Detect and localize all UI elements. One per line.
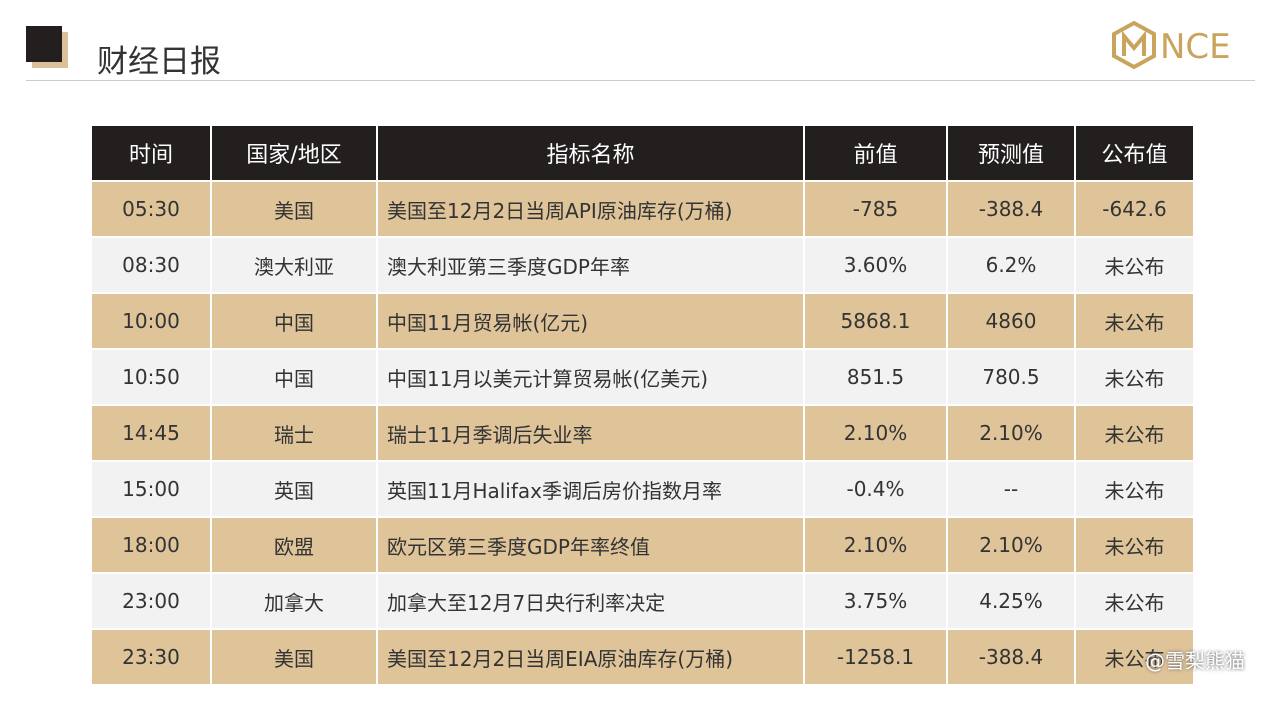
table-row: 10:00 中国 中国11月贸易帐(亿元) 5868.1 4860 未公布: [90, 292, 1195, 350]
column-header: 前值: [803, 124, 948, 182]
column-header: 公布值: [1074, 124, 1195, 182]
table-cell: 08:30: [90, 236, 212, 294]
table-cell: 2.10%: [803, 516, 948, 574]
table-cell: 23:30: [90, 628, 212, 686]
title-decor: [26, 26, 62, 62]
table-cell: 4860: [946, 292, 1076, 350]
table-cell: 14:45: [90, 404, 212, 462]
table-cell: 美国至12月2日当周EIA原油库存(万桶): [376, 628, 805, 686]
table-cell: 瑞士: [210, 404, 378, 462]
table-cell: 加拿大至12月7日央行利率决定: [376, 572, 805, 630]
table-cell: 3.60%: [803, 236, 948, 294]
table-cell: 3.75%: [803, 572, 948, 630]
table-cell: 05:30: [90, 180, 212, 238]
table-cell: 澳大利亚第三季度GDP年率: [376, 236, 805, 294]
table-cell: 18:00: [90, 516, 212, 574]
table-cell: 4.25%: [946, 572, 1076, 630]
table-cell: 未公布: [1074, 460, 1195, 518]
table-cell: 瑞士11月季调后失业率: [376, 404, 805, 462]
column-header: 国家/地区: [210, 124, 378, 182]
table-row: 05:30 美国 美国至12月2日当周API原油库存(万桶) -785 -388.4 -6…: [90, 180, 1195, 238]
table-row: 08:30 澳大利亚 澳大利亚第三季度GDP年率 3.60% 6.2% 未公布: [90, 236, 1195, 294]
table-cell: 中国: [210, 292, 378, 350]
logo: NCE: [1112, 20, 1231, 70]
page-title: 财经日报: [97, 44, 221, 80]
table-cell: 780.5: [946, 348, 1076, 406]
table-cell: 美国: [210, 628, 378, 686]
table-cell: 中国: [210, 348, 378, 406]
table-cell: 加拿大: [210, 572, 378, 630]
table-cell: 5868.1: [803, 292, 948, 350]
table-cell: 6.2%: [946, 236, 1076, 294]
table-row: 14:45 瑞士 瑞士11月季调后失业率 2.10% 2.10% 未公布: [90, 404, 1195, 462]
table-cell: 未公布: [1074, 516, 1195, 574]
table-cell: -642.6: [1074, 180, 1195, 238]
table-cell: 欧盟: [210, 516, 378, 574]
table-cell: 23:00: [90, 572, 212, 630]
table-row: 23:30 美国 美国至12月2日当周EIA原油库存(万桶) -1258.1 -388.…: [90, 628, 1195, 686]
table-cell: 15:00: [90, 460, 212, 518]
table-cell: 2.10%: [946, 516, 1076, 574]
table-cell: 未公布: [1074, 628, 1195, 686]
logo-text: NCE: [1160, 27, 1231, 67]
table-cell: 未公布: [1074, 404, 1195, 462]
table-cell: -388.4: [946, 628, 1076, 686]
data-table: 时间 国家/地区 指标名称 前值 预测值 公布值 05:30 美国 美国至12月2日当周API…: [90, 124, 1195, 686]
divider: [26, 80, 1255, 81]
table-cell: 未公布: [1074, 348, 1195, 406]
table-row: 10:50 中国 中国11月以美元计算贸易帐(亿美元) 851.5 780.5 未公布: [90, 348, 1195, 406]
table-cell: -1258.1: [803, 628, 948, 686]
watermark: @雪梨熊猫: [1145, 649, 1245, 673]
table-cell: 澳大利亚: [210, 236, 378, 294]
column-header: 预测值: [946, 124, 1076, 182]
table-cell: 未公布: [1074, 572, 1195, 630]
table-cell: 未公布: [1074, 292, 1195, 350]
table-cell: -0.4%: [803, 460, 948, 518]
table-cell: 10:50: [90, 348, 212, 406]
table-cell: 英国: [210, 460, 378, 518]
table-cell: --: [946, 460, 1076, 518]
table-cell: 10:00: [90, 292, 212, 350]
table-cell: -388.4: [946, 180, 1076, 238]
table-cell: 欧元区第三季度GDP年率终值: [376, 516, 805, 574]
table-row: 23:00 加拿大 加拿大至12月7日央行利率决定 3.75% 4.25% 未公布: [90, 572, 1195, 630]
table-cell: 未公布: [1074, 236, 1195, 294]
table-row: 18:00 欧盟 欧元区第三季度GDP年率终值 2.10% 2.10% 未公布: [90, 516, 1195, 574]
table-cell: 中国11月贸易帐(亿元): [376, 292, 805, 350]
table-cell: -785: [803, 180, 948, 238]
column-header: 时间: [90, 124, 212, 182]
header-row: 时间 国家/地区 指标名称 前值 预测值 公布值: [90, 124, 1195, 182]
table-cell: 851.5: [803, 348, 948, 406]
column-header: 指标名称: [376, 124, 805, 182]
table-cell: 中国11月以美元计算贸易帐(亿美元): [376, 348, 805, 406]
table-cell: 美国至12月2日当周API原油库存(万桶): [376, 180, 805, 238]
table-cell: 2.10%: [946, 404, 1076, 462]
table-cell: 美国: [210, 180, 378, 238]
table-row: 15:00 英国 英国11月Halifax季调后房价指数月率 -0.4% -- 未公布: [90, 460, 1195, 518]
table-cell: 2.10%: [803, 404, 948, 462]
table-cell: 英国11月Halifax季调后房价指数月率: [376, 460, 805, 518]
